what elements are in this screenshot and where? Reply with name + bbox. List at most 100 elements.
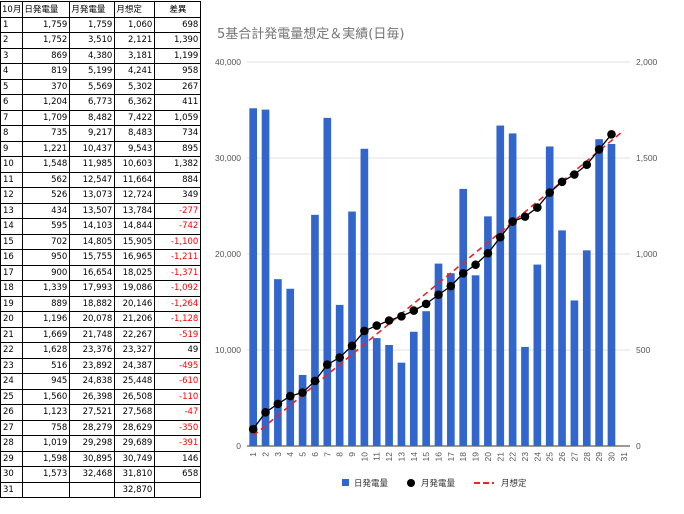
cumulative-point [508, 217, 517, 226]
y-right-tick-label: 1,500 [636, 153, 658, 163]
monthly-forecast-cell: 9,543 [114, 140, 156, 157]
cumulative-point [607, 130, 616, 139]
difference-cell: -1,100 [154, 233, 202, 250]
bar-daily-generation [335, 304, 344, 446]
monthly-generation-cell: 6,773 [69, 94, 116, 111]
difference-cell: 146 [154, 450, 202, 467]
x-tick-label: 30 [606, 452, 616, 462]
daily-generation-cell: 1,628 [22, 342, 71, 359]
monthly-generation-cell: 28,279 [69, 419, 116, 436]
bar-daily-generation [434, 263, 443, 446]
legend-point-swatch [407, 479, 415, 487]
y-left-tick-label: 10,000 [215, 345, 241, 355]
cumulative-point [360, 326, 369, 336]
daily-generation-cell: 1,573 [22, 466, 71, 483]
bar-daily-generation [447, 273, 455, 446]
x-tick-label: 22 [508, 452, 518, 462]
table-row: 19 889 18,882 20,146 -1,264 [0, 295, 202, 312]
monthly-generation-cell: 4,380 [69, 47, 116, 64]
monthly-forecast-cell: 15,905 [114, 233, 156, 250]
monthly-generation-cell: 32,468 [69, 466, 116, 483]
difference-cell: -1,128 [154, 311, 202, 328]
cumulative-point [298, 388, 307, 397]
cumulative-point [582, 160, 592, 170]
difference-cell: 895 [154, 140, 202, 157]
bar-daily-generation [274, 279, 282, 446]
monthly-generation-cell: 14,103 [69, 218, 116, 235]
bar-daily-generation [595, 139, 603, 446]
y-right-tick-label: 500 [636, 345, 650, 355]
difference-cell: 267 [154, 78, 202, 95]
day-cell: 7 [0, 109, 24, 126]
monthly-generation-cell: 26,398 [69, 388, 116, 405]
day-cell: 29 [0, 450, 24, 467]
bar-daily-generation [570, 300, 579, 446]
difference-cell: -1,371 [154, 264, 202, 281]
daily-generation-cell: 434 [22, 202, 71, 219]
bar-daily-generation [286, 288, 295, 446]
table-row: 12 526 13,073 12,724 349 [0, 187, 202, 204]
monthly-forecast-cell: 13,784 [114, 202, 156, 219]
y-right-tick-label: 2,000 [636, 57, 658, 67]
table-row: 21 1,669 21,748 22,267 -519 [0, 326, 202, 343]
monthly-generation-cell: 27,521 [69, 404, 116, 421]
day-cell: 30 [0, 466, 24, 483]
daily-generation-cell: 702 [22, 233, 71, 250]
monthly-generation-column-header: 月発電量 [69, 1, 116, 18]
monthly-generation-cell: 23,892 [69, 357, 116, 374]
x-tick-label: 15 [421, 452, 431, 462]
cumulative-point [495, 232, 505, 242]
bar-daily-generation [496, 125, 505, 446]
difference-cell: -350 [154, 419, 202, 436]
cumulative-point [545, 188, 554, 197]
table-row: 22 1,628 23,376 23,327 49 [0, 342, 202, 359]
day-column-header: 10月 [0, 1, 24, 18]
x-tick-label: 6 [310, 452, 320, 457]
table-row: 30 1,573 32,468 31,810 658 [0, 466, 202, 483]
monthly-forecast-cell: 23,327 [114, 342, 156, 359]
day-cell: 15 [0, 233, 24, 250]
table-row: 4 819 5,199 4,241 958 [0, 63, 202, 80]
monthly-forecast-cell: 24,387 [114, 357, 156, 374]
table-row: 24 945 24,838 25,448 -610 [0, 373, 202, 390]
bar-daily-generation [508, 133, 517, 446]
x-tick-label: 12 [384, 452, 394, 462]
y-left-tick-label: 0 [236, 441, 241, 451]
bar-daily-generation [533, 264, 542, 446]
chart-title: 5基合計発電量想定＆実績(日毎) [217, 26, 404, 42]
day-cell: 28 [0, 435, 24, 452]
monthly-generation-cell: 9,217 [69, 125, 116, 142]
bar-daily-generation [471, 275, 480, 446]
chart-panel: 5基合計発電量想定＆実績(日毎) 0 10,000 20,000 30,000 40,0… [199, 0, 684, 514]
monthly-forecast-column-header: 月想定 [114, 1, 156, 18]
daily-generation-cell: 1,339 [22, 280, 71, 297]
table-row: 23 516 23,892 24,387 -495 [0, 357, 202, 374]
legend-label: 月発電量 [421, 479, 456, 489]
daily-generation-cell: 370 [22, 78, 71, 95]
bar-daily-generation [545, 146, 554, 447]
bar-daily-generation [397, 362, 406, 446]
day-cell: 26 [0, 404, 24, 421]
bar-daily-generation [298, 374, 307, 446]
daily-generation-cell: 562 [22, 171, 71, 188]
monthly-forecast-cell: 11,664 [114, 171, 156, 188]
table-header-row: 10月 日発電量 月発電量 月想定 差異 [0, 1, 202, 18]
cumulative-point [458, 268, 468, 278]
table-row: 28 1,019 29,298 29,689 -391 [0, 435, 202, 452]
bar-daily-generation [249, 108, 258, 446]
monthly-forecast-cell: 29,689 [114, 435, 156, 452]
difference-cell: -1,264 [154, 295, 202, 312]
cumulative-line [252, 133, 612, 430]
cumulative-point [446, 281, 456, 291]
table-row: 9 1,221 10,437 9,543 895 [0, 140, 202, 157]
x-tick-label: 27 [569, 452, 579, 462]
daily-generation-cell: 595 [22, 218, 71, 235]
bar-daily-generation [323, 117, 332, 446]
table-row: 7 1,709 8,482 7,422 1,059 [0, 109, 202, 126]
difference-cell: -391 [154, 435, 202, 452]
difference-cell: 734 [154, 125, 202, 142]
daily-generation-cell [22, 481, 71, 498]
monthly-forecast-cell: 8,483 [114, 125, 156, 142]
difference-cell: -110 [154, 388, 202, 405]
daily-generation-cell: 1,196 [22, 311, 71, 328]
